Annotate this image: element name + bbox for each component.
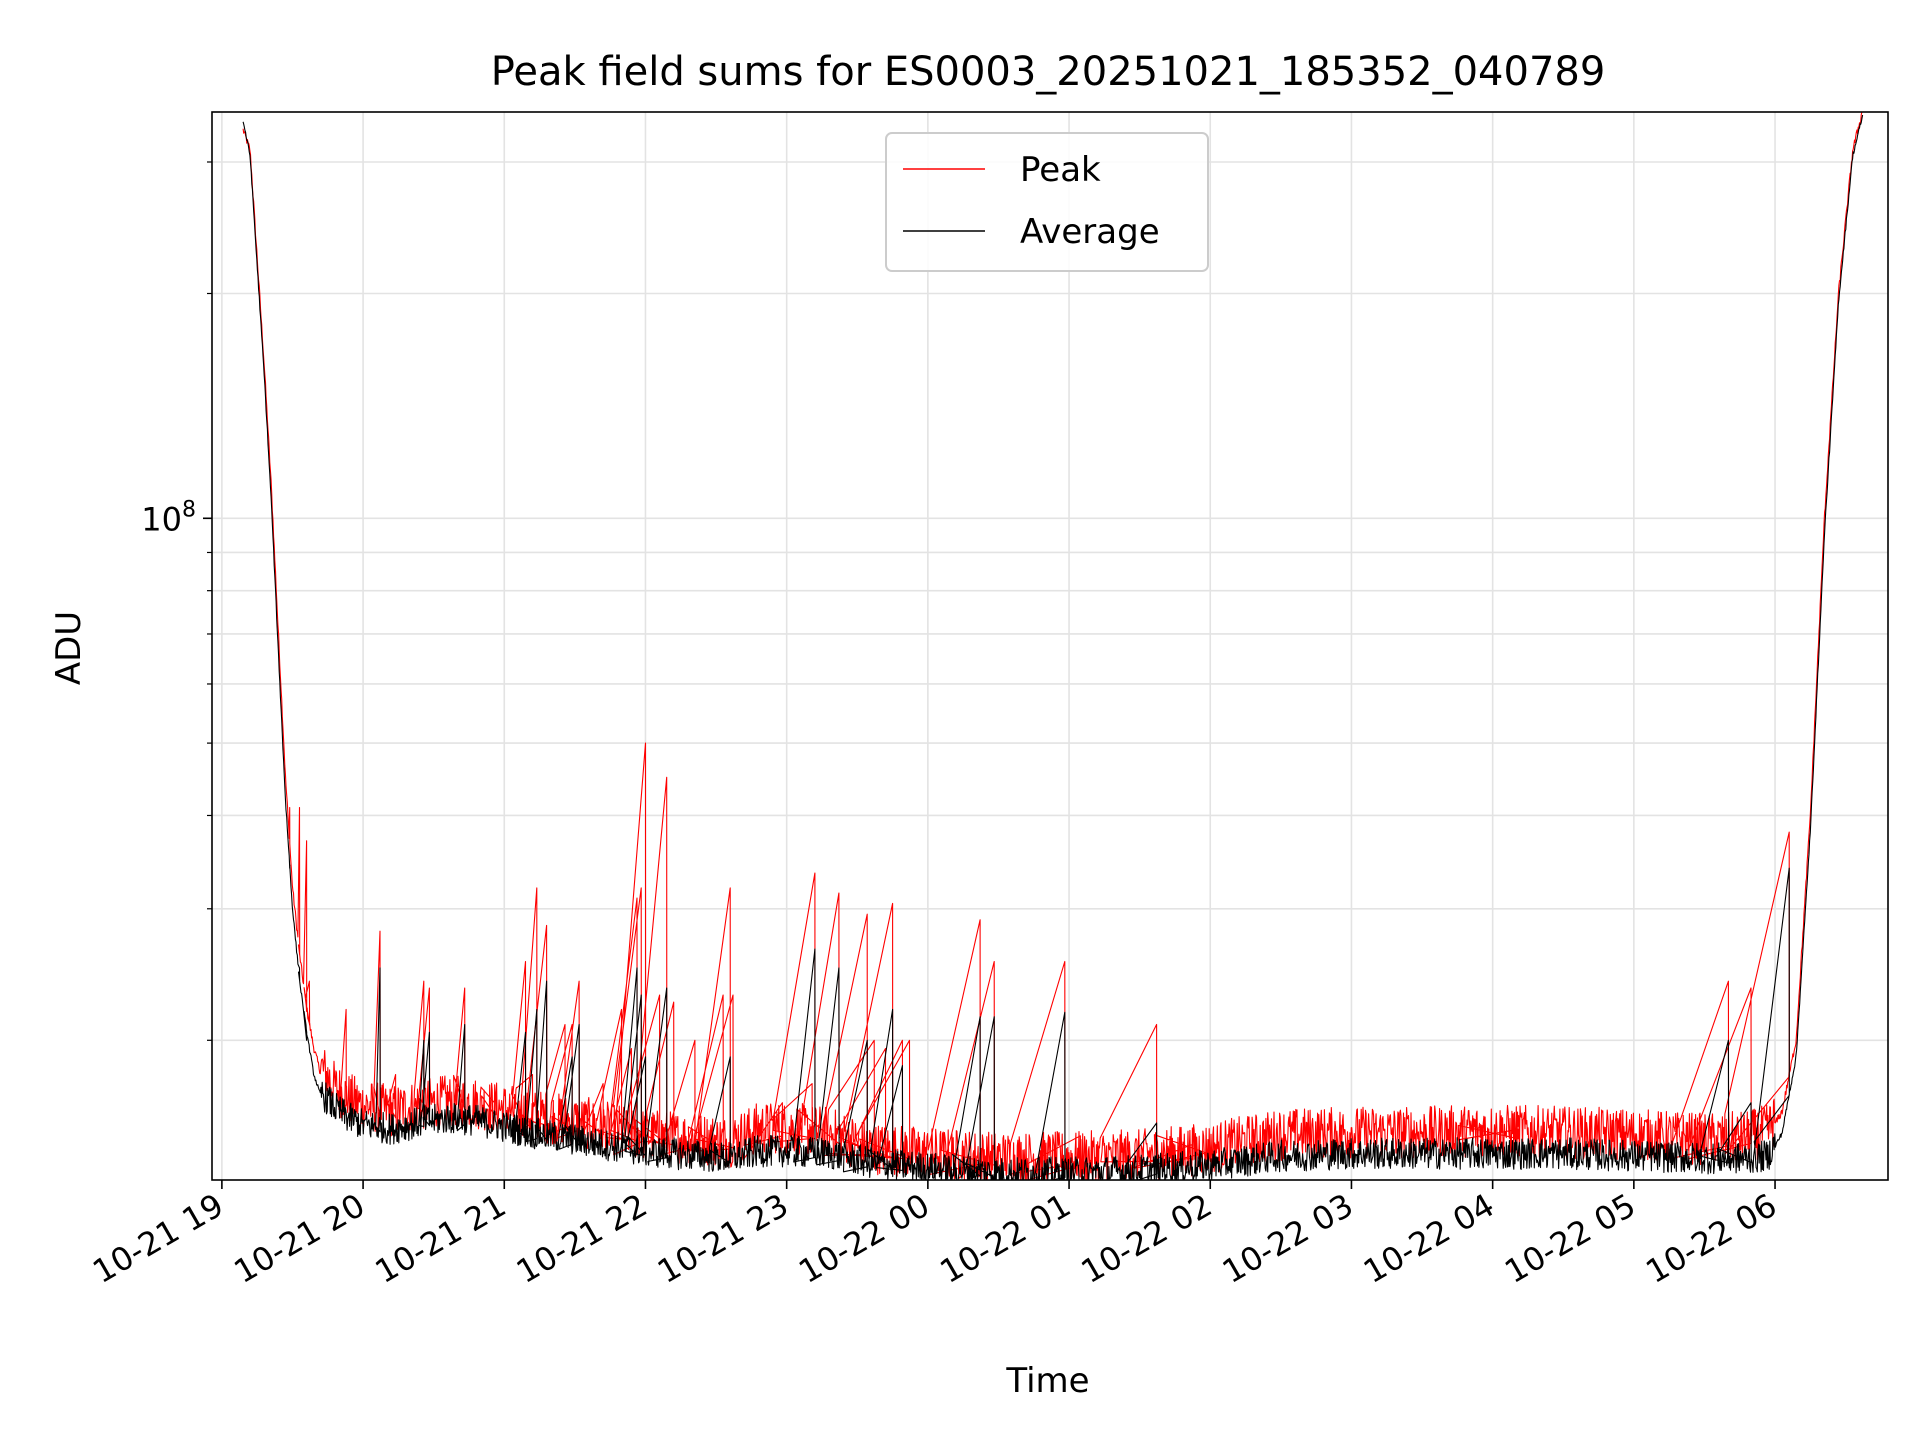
legend: Peak Average: [885, 132, 1209, 272]
series-line-average: [242, 114, 1864, 1180]
plot-frame: [211, 111, 1889, 1181]
legend-box: [885, 132, 1209, 272]
y-tick-label: 108: [141, 497, 196, 538]
chart-title: Peak field sums for ES0003_20251021_1853…: [491, 49, 1606, 95]
series-layer: [242, 112, 1864, 1180]
y-tick-label-exponent: 8: [182, 497, 196, 522]
legend-label-peak: Peak: [1020, 150, 1101, 190]
y-axis-label: ADU: [49, 611, 89, 685]
y-tick-label-base: 10: [141, 500, 182, 538]
y-axis-ticks: 108: [141, 161, 212, 1041]
series-line-peak: [242, 112, 1863, 1180]
legend-label-average: Average: [1020, 212, 1160, 252]
x-axis-label: Time: [1005, 1361, 1089, 1401]
